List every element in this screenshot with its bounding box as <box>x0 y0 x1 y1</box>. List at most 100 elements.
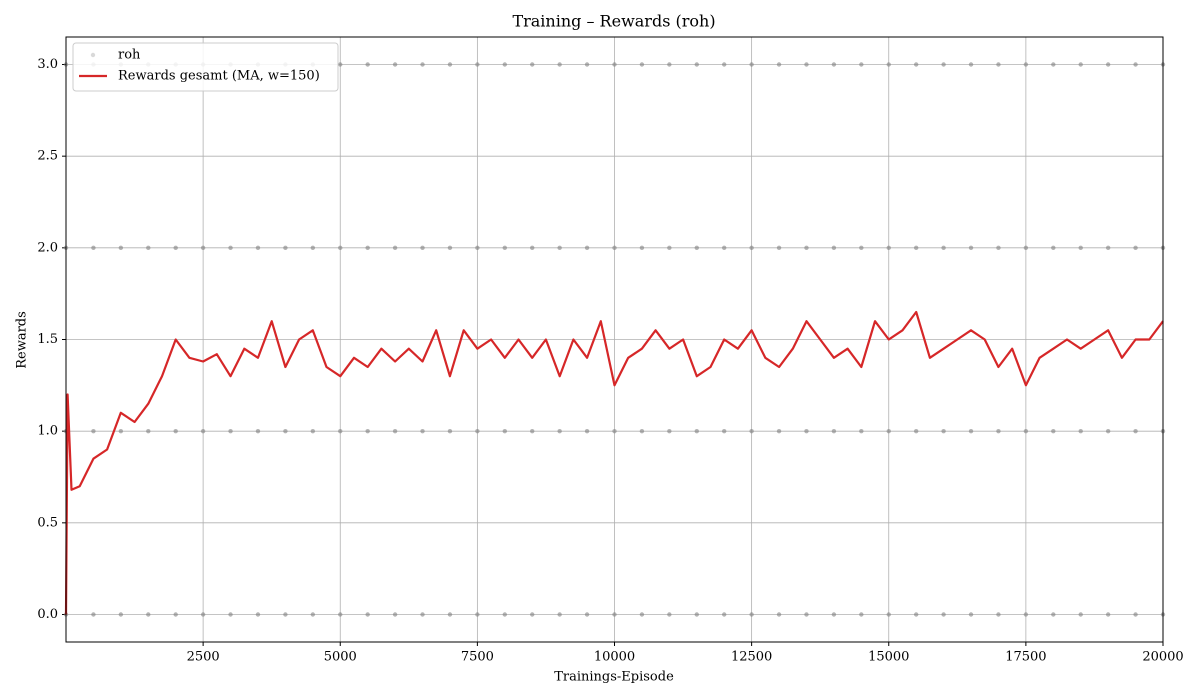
raw-point <box>530 245 535 251</box>
legend-box <box>72 42 339 92</box>
raw-point <box>996 428 1001 434</box>
x-tick-label: 17500 <box>1005 650 1046 665</box>
raw-point <box>804 612 809 617</box>
raw-point <box>996 612 1001 617</box>
raw-point <box>1078 612 1083 617</box>
raw-point <box>228 612 233 617</box>
raw-point <box>310 612 316 617</box>
raw-point <box>118 245 124 251</box>
raw-point <box>968 612 974 617</box>
raw-point <box>859 612 864 617</box>
raw-point <box>91 245 96 251</box>
chart-title: Training – Rewards (roh) <box>512 12 715 31</box>
raw-point <box>831 612 837 617</box>
plot-frame <box>65 36 1164 643</box>
raw-point <box>694 245 699 251</box>
raw-point <box>886 612 891 617</box>
raw-point <box>255 612 261 617</box>
raw-point <box>557 612 562 617</box>
raw-point <box>475 428 480 434</box>
raw-point <box>420 62 425 67</box>
raw-point <box>338 612 343 617</box>
raw-point <box>776 612 782 617</box>
raw-point <box>173 245 178 251</box>
x-tick-label: 5000 <box>324 650 357 665</box>
raw-point <box>639 245 645 251</box>
raw-point <box>776 62 782 67</box>
raw-point <box>146 428 151 434</box>
raw-point <box>338 62 343 67</box>
raw-point <box>1023 62 1029 67</box>
raw-point <box>91 428 96 434</box>
raw-point <box>146 245 151 251</box>
raw-point <box>584 428 590 434</box>
raw-point <box>722 62 727 67</box>
raw-point <box>612 245 617 251</box>
raw-point <box>584 62 590 67</box>
y-axis-label: Rewards <box>15 311 30 369</box>
raw-point <box>1023 428 1029 434</box>
raw-point <box>667 62 672 67</box>
raw-point <box>502 245 507 251</box>
raw-point <box>913 612 919 617</box>
raw-point <box>859 245 864 251</box>
raw-point <box>941 612 946 617</box>
raw-point <box>146 612 151 617</box>
raw-point <box>612 62 617 67</box>
raw-point <box>557 245 562 251</box>
raw-point <box>859 428 864 434</box>
raw-point <box>612 428 617 434</box>
y-tick-label: 0.0 <box>37 607 58 622</box>
raw-point <box>338 428 343 434</box>
raw-point <box>913 62 919 67</box>
raw-point <box>968 428 974 434</box>
raw-point <box>173 612 178 617</box>
raw-point <box>996 62 1001 67</box>
raw-point <box>447 62 453 67</box>
plot-area <box>63 62 1166 617</box>
raw-point <box>749 62 754 67</box>
legend-label: Rewards gesamt (MA, w=150) <box>118 69 320 84</box>
raw-point <box>228 428 233 434</box>
raw-point <box>722 428 727 434</box>
raw-point <box>1023 245 1029 251</box>
raw-point <box>392 62 398 67</box>
legend-label: roh <box>118 48 141 63</box>
raw-point <box>1051 62 1056 67</box>
x-axis-label: Trainings-Episode <box>554 670 674 685</box>
raw-point <box>118 612 124 617</box>
raw-point <box>1133 245 1138 251</box>
raw-point <box>338 245 343 251</box>
raw-point <box>1133 428 1138 434</box>
raw-point <box>283 245 288 251</box>
raw-point <box>968 245 974 251</box>
y-tick-label: 0.5 <box>37 515 58 530</box>
raw-point <box>1051 612 1056 617</box>
raw-point <box>1105 612 1111 617</box>
raw-point <box>200 428 206 434</box>
raw-point <box>584 245 590 251</box>
raw-point <box>228 245 233 251</box>
raw-point <box>694 62 699 67</box>
y-tick-label: 2.0 <box>37 240 58 255</box>
raw-point <box>913 428 919 434</box>
raw-point <box>639 612 645 617</box>
raw-point <box>859 62 864 67</box>
raw-point <box>639 62 645 67</box>
raw-point <box>310 245 316 251</box>
raw-point <box>831 245 837 251</box>
raw-point <box>667 612 672 617</box>
x-tick-label: 7500 <box>461 650 494 665</box>
x-tick-label: 10000 <box>594 650 635 665</box>
raw-point <box>694 612 699 617</box>
raw-point <box>804 62 809 67</box>
raw-point <box>749 612 754 617</box>
raw-point <box>365 245 370 251</box>
raw-point <box>1078 428 1083 434</box>
raw-point <box>667 245 672 251</box>
raw-point <box>283 428 288 434</box>
raw-point <box>420 612 425 617</box>
raw-point <box>968 62 974 67</box>
raw-point <box>200 245 206 251</box>
raw-point <box>255 428 261 434</box>
